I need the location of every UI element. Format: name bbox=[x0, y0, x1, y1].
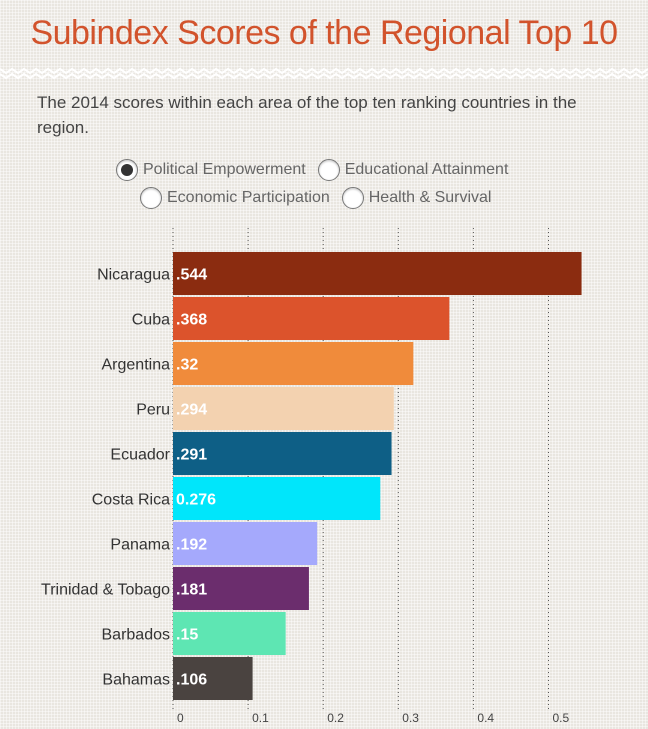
bar-ecuador[interactable] bbox=[173, 432, 392, 475]
category-label: Trinidad & Tobago bbox=[41, 582, 170, 599]
category-label: Bahamas bbox=[102, 672, 170, 689]
radio-economic-participation[interactable]: Economic Participation bbox=[140, 187, 330, 209]
category-label: Costa Rica bbox=[92, 492, 170, 509]
radio-circle-economic-participation[interactable] bbox=[140, 187, 162, 209]
bar-barbados[interactable] bbox=[173, 612, 286, 655]
value-label: .106 bbox=[176, 672, 207, 689]
bar-peru[interactable] bbox=[173, 387, 394, 430]
radio-label-educational-attainment: Educational Attainment bbox=[344, 161, 509, 178]
category-label: Argentina bbox=[102, 357, 171, 374]
x-tick-label: 0.3 bbox=[402, 711, 419, 725]
value-label: .181 bbox=[176, 582, 207, 599]
radio-row-1: Political Empowerment Educational Attain… bbox=[116, 156, 514, 184]
value-label: .192 bbox=[176, 537, 207, 554]
radio-label-health-survival: Health & Survival bbox=[368, 189, 492, 206]
x-tick-label: 0.2 bbox=[327, 711, 344, 725]
value-label: .544 bbox=[176, 267, 207, 284]
category-label: Peru bbox=[136, 402, 170, 419]
radio-health-survival[interactable]: Health & Survival bbox=[341, 187, 492, 209]
x-tick-label: 0 bbox=[177, 711, 184, 725]
category-label: Cuba bbox=[132, 312, 170, 329]
bar-panama[interactable] bbox=[173, 522, 318, 565]
decorative-zigzag-divider bbox=[0, 67, 648, 80]
chart-title: Subindex Scores of the Regional Top 10 bbox=[30, 14, 618, 52]
category-label: Panama bbox=[110, 537, 170, 554]
value-label: .368 bbox=[176, 312, 207, 329]
radio-circle-educational-attainment[interactable] bbox=[317, 159, 340, 181]
value-label: .15 bbox=[176, 627, 198, 644]
value-label: 0.276 bbox=[176, 492, 216, 509]
radio-label-economic-participation: Economic Participation bbox=[167, 189, 330, 206]
radio-circle-political-empowerment[interactable] bbox=[116, 159, 138, 181]
category-label: Nicaragua bbox=[97, 267, 170, 284]
value-label: .291 bbox=[176, 447, 207, 464]
radio-circle-health-survival[interactable] bbox=[341, 187, 364, 209]
category-label: Barbados bbox=[102, 627, 171, 644]
category-label: Ecuador bbox=[110, 447, 170, 464]
bar-cuba[interactable] bbox=[173, 297, 450, 340]
x-tick-label: 0.5 bbox=[553, 711, 570, 725]
bar-costa-rica[interactable] bbox=[173, 477, 381, 520]
value-label: .294 bbox=[176, 402, 207, 419]
radio-educational-attainment[interactable]: Educational Attainment bbox=[317, 159, 509, 181]
radio-row-2: Economic Participation Health & Survival bbox=[140, 184, 497, 212]
radio-label-political-empowerment: Political Empowerment bbox=[143, 161, 306, 178]
bar-trinidad-tobago[interactable] bbox=[173, 567, 309, 610]
value-label: .32 bbox=[176, 357, 198, 374]
bar-nicaragua[interactable] bbox=[173, 252, 582, 295]
bar-argentina[interactable] bbox=[173, 342, 414, 385]
chart-subtitle: The 2014 scores within each area of the … bbox=[37, 93, 577, 137]
radio-political-empowerment[interactable]: Political Empowerment bbox=[116, 159, 306, 181]
bar-bahamas[interactable] bbox=[173, 657, 253, 700]
x-tick-label: 0.4 bbox=[477, 711, 494, 725]
x-tick-label: 0.1 bbox=[252, 711, 269, 725]
